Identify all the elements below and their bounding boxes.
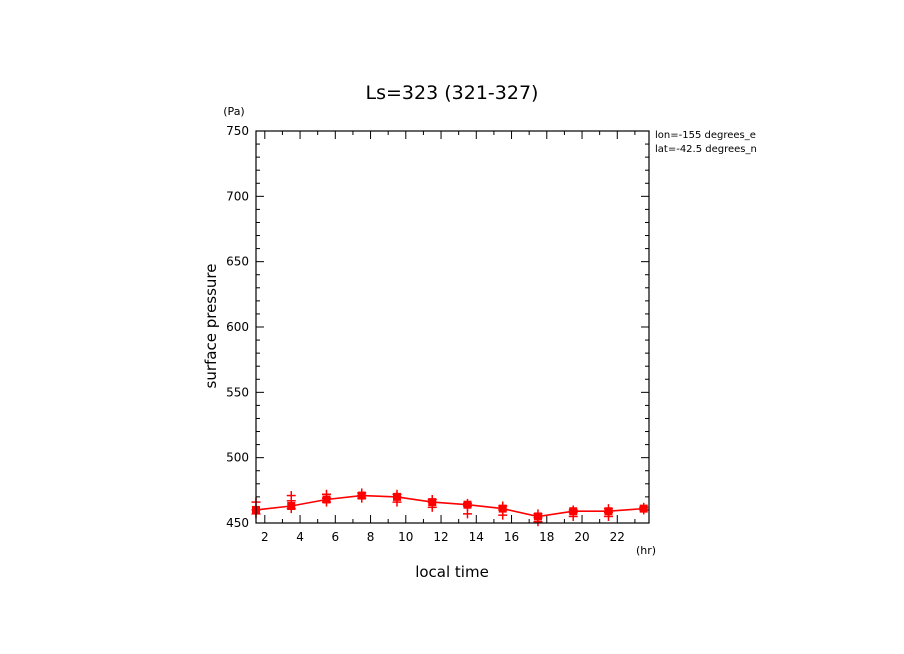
tick-labels: 450 500 550 600 650 700 750 2 4 6 8 10 12 14 16 18 20 22 bbox=[226, 124, 625, 544]
x-tick-label: 16 bbox=[504, 530, 519, 544]
x-tick-label: 22 bbox=[610, 530, 625, 544]
series-layer bbox=[251, 488, 649, 527]
y-axis-title: surface pressure bbox=[202, 264, 220, 389]
x-tick-label: 10 bbox=[398, 530, 413, 544]
y-tick-label: 600 bbox=[226, 320, 249, 334]
mean-point bbox=[569, 507, 578, 516]
mean-point bbox=[533, 512, 542, 521]
plot-frame bbox=[255, 130, 650, 524]
y-unit-label: (Pa) bbox=[223, 105, 244, 118]
y-tick-label: 450 bbox=[226, 516, 249, 530]
annotation-lon: lon=-155 degrees_e bbox=[655, 130, 756, 141]
y-tick-label: 500 bbox=[226, 451, 249, 465]
mean-point bbox=[392, 492, 401, 501]
y-tick-label: 700 bbox=[226, 189, 249, 203]
mean-point bbox=[604, 507, 613, 516]
x-tick-label: 8 bbox=[367, 530, 375, 544]
x-unit-label: (hr) bbox=[636, 544, 656, 557]
chart-title: Ls=323 (321-327) bbox=[366, 82, 539, 104]
mean-point bbox=[287, 502, 296, 511]
mean-point bbox=[498, 504, 507, 513]
x-tick-label: 18 bbox=[539, 530, 554, 544]
x-tick-label: 6 bbox=[331, 530, 339, 544]
y-tick-label: 650 bbox=[226, 255, 249, 269]
annotation-lat: lat=-42.5 degrees_n bbox=[655, 144, 757, 155]
x-tick-label: 20 bbox=[574, 530, 589, 544]
axis-ticks bbox=[256, 130, 649, 524]
x-axis-title: local time bbox=[415, 563, 489, 581]
mean-line bbox=[255, 494, 644, 518]
sample-plus-marker bbox=[462, 509, 472, 519]
y-tick-label: 550 bbox=[226, 385, 249, 399]
mean-point bbox=[428, 498, 437, 507]
mean-point bbox=[322, 495, 331, 504]
y-tick-label: 750 bbox=[226, 124, 249, 138]
x-tick-label: 14 bbox=[469, 530, 484, 544]
mean-point bbox=[357, 491, 366, 500]
x-tick-label: 2 bbox=[261, 530, 269, 544]
mean-point bbox=[463, 500, 472, 509]
x-tick-label: 12 bbox=[433, 530, 448, 544]
mean-point bbox=[639, 504, 648, 513]
x-tick-label: 4 bbox=[296, 530, 304, 544]
